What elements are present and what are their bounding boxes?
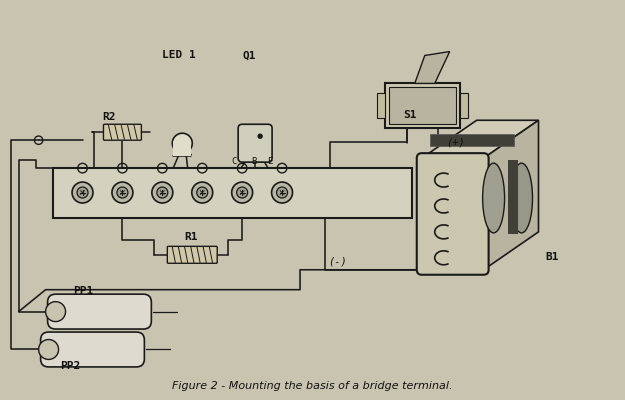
Text: S1: S1: [402, 110, 416, 120]
Bar: [377, 93, 385, 118]
FancyBboxPatch shape: [48, 294, 151, 329]
Circle shape: [157, 187, 168, 198]
FancyBboxPatch shape: [238, 124, 272, 162]
Bar: [385, 84, 459, 128]
FancyBboxPatch shape: [41, 332, 144, 367]
FancyBboxPatch shape: [168, 246, 217, 263]
Bar: [459, 93, 468, 118]
Text: E: E: [267, 157, 272, 166]
Circle shape: [72, 182, 93, 203]
Text: C: C: [231, 157, 236, 166]
Text: R2: R2: [102, 112, 116, 122]
Circle shape: [277, 187, 288, 198]
FancyBboxPatch shape: [417, 153, 489, 275]
Polygon shape: [484, 120, 539, 270]
Circle shape: [173, 133, 192, 153]
Text: Q1: Q1: [242, 50, 256, 60]
Circle shape: [192, 182, 213, 203]
Circle shape: [77, 187, 88, 198]
Circle shape: [258, 134, 262, 138]
Circle shape: [197, 187, 208, 198]
Text: B1: B1: [546, 252, 559, 262]
Bar: [508, 160, 518, 234]
Polygon shape: [422, 120, 539, 158]
Text: PP2: PP2: [61, 362, 81, 372]
Circle shape: [117, 187, 128, 198]
FancyBboxPatch shape: [104, 124, 141, 140]
Text: (-): (-): [328, 257, 347, 267]
Bar: [173, 141, 191, 156]
Bar: [389, 87, 456, 124]
Text: Figure 2 - Mounting the basis of a bridge terminal.: Figure 2 - Mounting the basis of a bridg…: [172, 381, 452, 391]
Text: R1: R1: [184, 232, 198, 242]
Ellipse shape: [482, 163, 504, 233]
Ellipse shape: [511, 163, 532, 233]
Text: LED 1: LED 1: [162, 50, 196, 60]
Text: PP1: PP1: [74, 286, 94, 296]
Circle shape: [232, 182, 253, 203]
Polygon shape: [415, 52, 450, 84]
Circle shape: [46, 302, 66, 322]
Circle shape: [272, 182, 292, 203]
Circle shape: [112, 182, 133, 203]
Circle shape: [237, 187, 248, 198]
Circle shape: [39, 340, 59, 360]
Circle shape: [152, 182, 173, 203]
Text: B: B: [251, 157, 256, 166]
Bar: [430, 134, 514, 146]
Text: (+): (+): [446, 137, 464, 147]
Bar: [52, 168, 412, 218]
